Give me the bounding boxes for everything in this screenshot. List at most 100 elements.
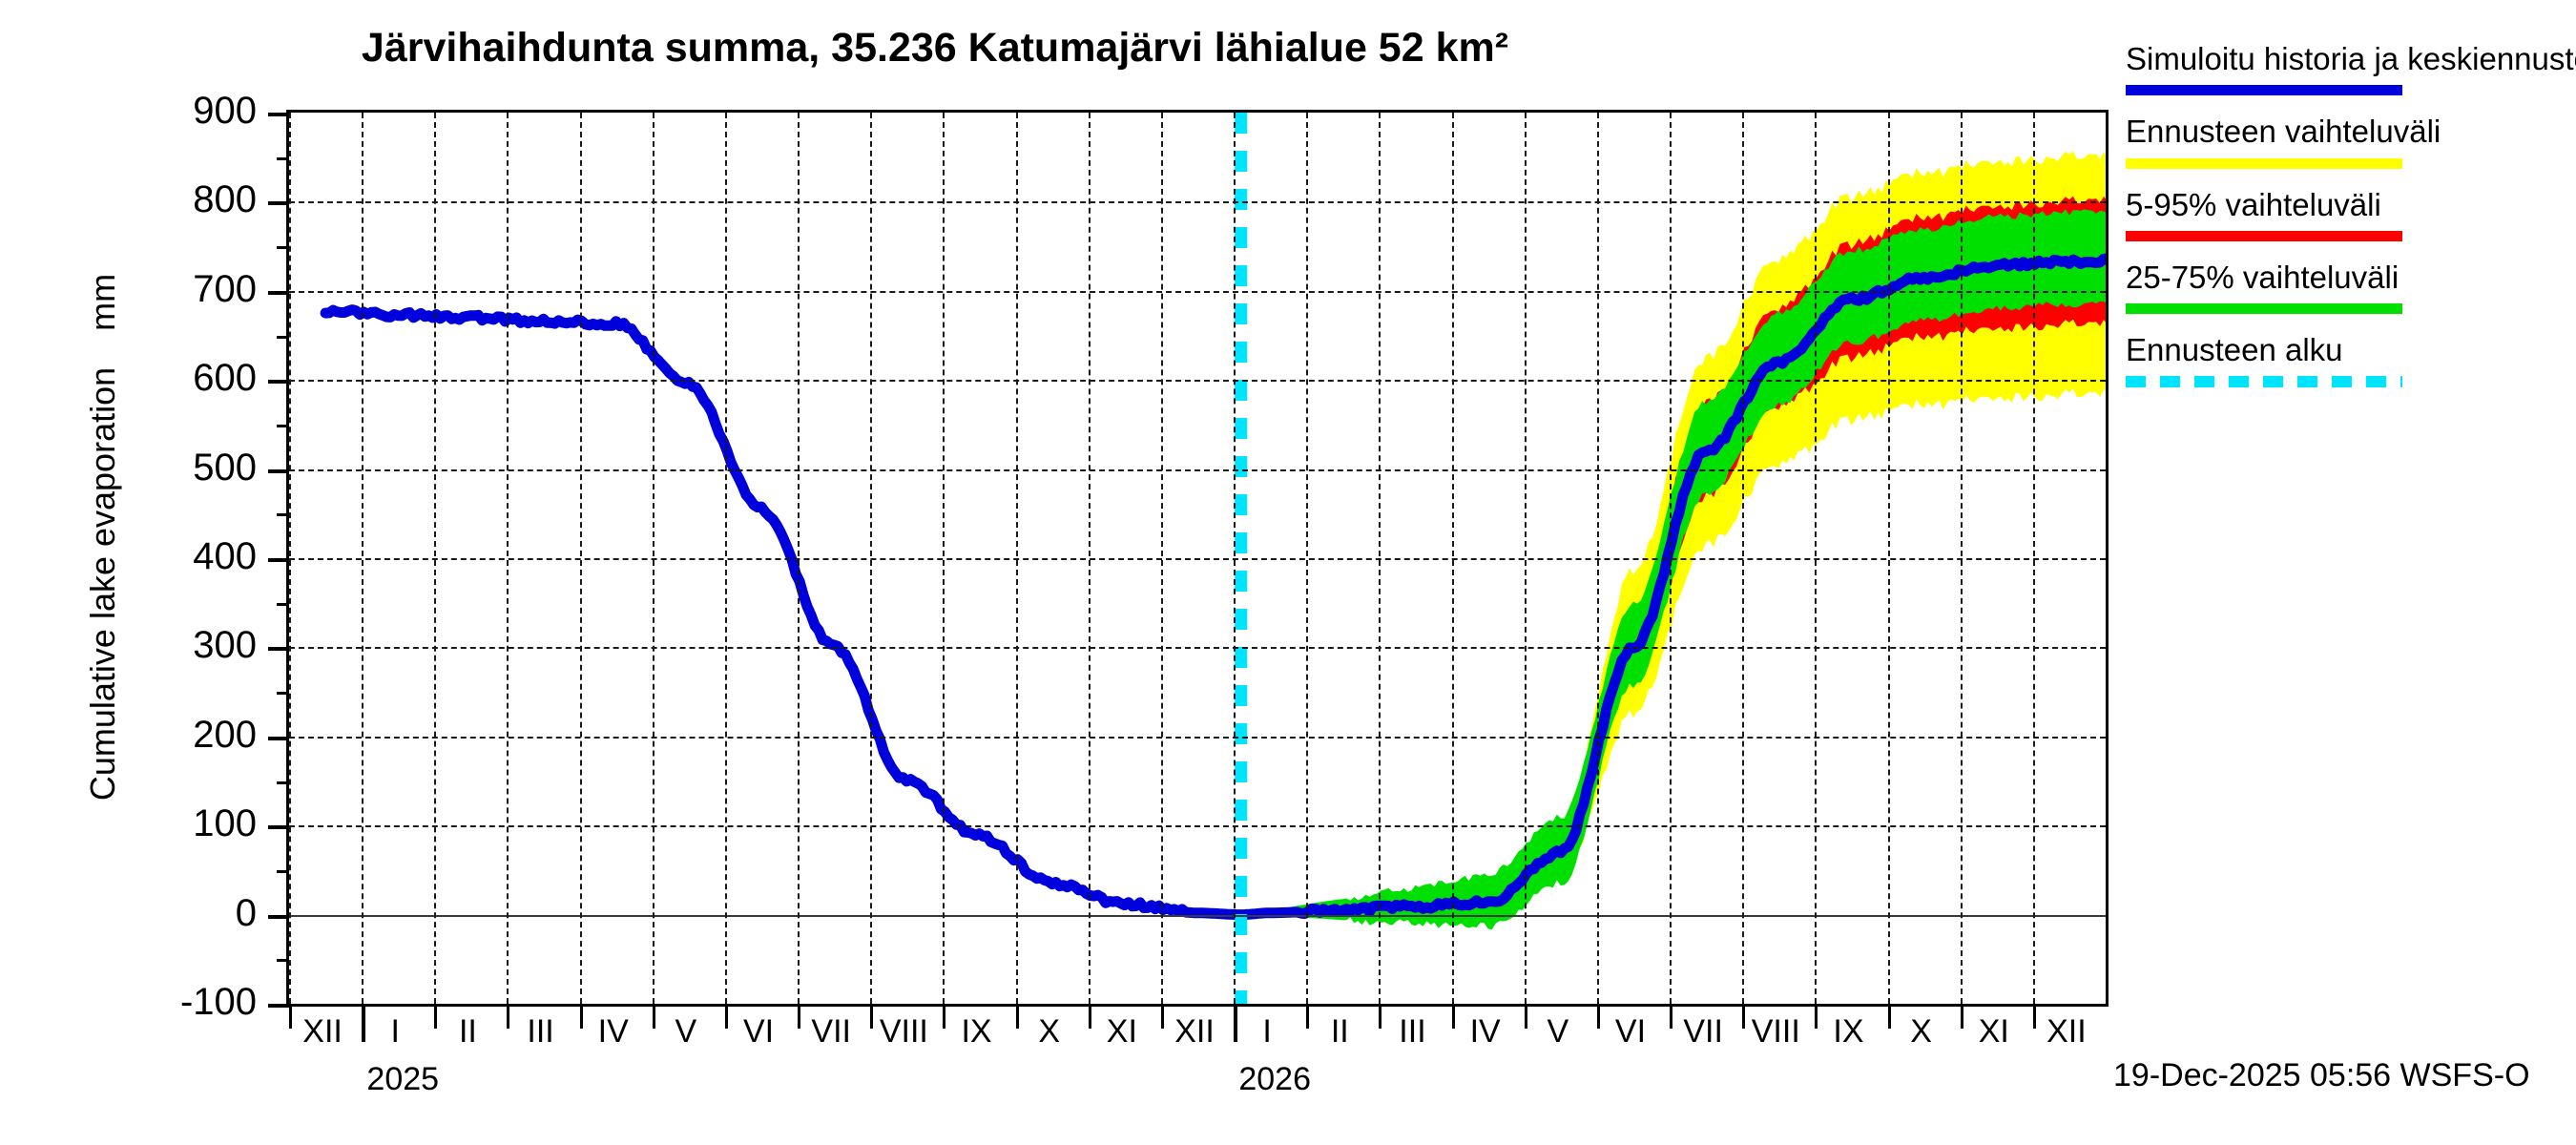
x-axis-year-label: 2025 [366, 1061, 440, 1097]
y-tick-label: -100 [179, 981, 257, 1023]
y-tick-mark [268, 558, 289, 562]
band-inner-green [1240, 209, 2106, 930]
x-tick-mark [362, 1004, 366, 1042]
gridline-vertical [798, 113, 800, 1004]
x-tick-mark [1960, 1004, 1963, 1029]
legend-label-5: Ennusteen alku [2126, 332, 2343, 368]
x-tick-mark [652, 1004, 655, 1029]
plot-inner [289, 113, 2106, 1004]
x-tick-label: VI [742, 1013, 775, 1050]
gridline-vertical [1451, 113, 1454, 1004]
y-tick-mark-minor [277, 692, 289, 696]
gridline-vertical [1160, 113, 1163, 1004]
x-tick-mark [1234, 1004, 1238, 1042]
x-tick-mark [1015, 1004, 1019, 1029]
x-tick-label: II [458, 1013, 477, 1050]
y-tick-label: 400 [193, 535, 257, 577]
y-tick-label: 700 [193, 267, 257, 310]
y-tick-mark [268, 380, 289, 385]
gridline-vertical [579, 113, 582, 1004]
x-tick-mark [1742, 1004, 1746, 1029]
gridline-vertical [507, 113, 509, 1004]
legend: Simuloitu historia ja keskiennuste Ennust… [2126, 41, 2576, 406]
plot-area: 900 800 700 600 500 400 300 200 100 0 -100 [180, 92, 2109, 1042]
gridline-horizontal [289, 290, 2106, 293]
x-tick-label: VII [1683, 1013, 1723, 1050]
y-tick-label: 800 [193, 178, 257, 221]
legend-swatch-1 [2126, 85, 2402, 96]
timestamp-footer: 19-Dec-2025 05:56 WSFS-O [2113, 1057, 2530, 1093]
x-tick-mark [1524, 1004, 1527, 1029]
x-axis-year-label: 2026 [1238, 1061, 1311, 1097]
x-tick-mark [289, 1004, 292, 1029]
gridline-vertical [1234, 113, 1236, 1004]
x-tick-mark [2032, 1004, 2036, 1029]
x-tick-label: I [390, 1013, 400, 1050]
x-tick-mark [579, 1004, 583, 1029]
gridline-horizontal [289, 825, 2106, 828]
gridline-vertical [1524, 113, 1527, 1004]
y-tick-mark-minor [277, 959, 289, 963]
y-tick-mark [268, 113, 289, 116]
y-tick-mark-minor [277, 869, 289, 873]
x-tick-label: VII [811, 1013, 851, 1050]
y-tick-mark-minor [277, 335, 289, 339]
y-tick-label: 500 [193, 446, 257, 489]
y-tick-mark-minor [277, 156, 289, 160]
x-tick-label: V [675, 1013, 697, 1050]
gridline-vertical [434, 113, 437, 1004]
x-tick-mark [1887, 1004, 1891, 1029]
page-title: Järvihaihdunta summa, 35.236 Katumajärvi… [361, 25, 1509, 71]
x-tick-mark [1670, 1004, 1673, 1029]
y-tick-label: 100 [193, 802, 257, 845]
x-tick-mark [1160, 1004, 1164, 1029]
legend-label-2: Ennusteen vaihteluväli [2126, 114, 2441, 150]
x-tick-label: IX [961, 1013, 992, 1050]
x-tick-label: IV [597, 1013, 629, 1050]
y-tick-mark-minor [277, 246, 289, 250]
x-tick-label: IX [1833, 1013, 1864, 1050]
legend-swatch-2 [2126, 157, 2402, 169]
gridline-vertical [870, 113, 873, 1004]
gridline-horizontal [289, 558, 2106, 560]
gridline-vertical [1088, 113, 1091, 1004]
y-tick-mark-minor [277, 513, 289, 517]
y-tick-mark-minor [277, 781, 289, 784]
gridline-vertical [289, 113, 291, 1004]
y-tick-label: 600 [193, 357, 257, 400]
x-tick-label: III [527, 1013, 554, 1050]
gridline-vertical [1742, 113, 1745, 1004]
gridline-vertical [652, 113, 654, 1004]
y-tick-mark [268, 201, 289, 206]
x-tick-label: XII [2046, 1013, 2087, 1050]
y-tick-mark [268, 914, 289, 919]
x-tick-mark [1451, 1004, 1455, 1029]
x-tick-label: X [1038, 1013, 1061, 1050]
x-tick-label: XII [302, 1013, 343, 1050]
x-tick-label: XII [1174, 1013, 1215, 1050]
y-tick-mark-minor [277, 602, 289, 606]
gridline-horizontal [289, 201, 2106, 204]
y-tick-mark [268, 290, 289, 295]
x-tick-label: X [1910, 1013, 1932, 1050]
x-tick-mark [870, 1004, 874, 1029]
x-tick-label: VIII [879, 1013, 928, 1050]
gridline-vertical [1379, 113, 1381, 1004]
y-tick-mark [268, 736, 289, 740]
y-tick-mark [268, 825, 289, 830]
x-tick-mark [798, 1004, 801, 1029]
x-tick-mark [1306, 1004, 1310, 1029]
y-tick-mark-minor [277, 424, 289, 427]
legend-swatch-4 [2126, 303, 2402, 315]
y-tick-mark [268, 1004, 289, 1008]
gridline-vertical [1815, 113, 1818, 1004]
gridline-vertical [1015, 113, 1018, 1004]
gridline-vertical [1596, 113, 1599, 1004]
gridline-vertical [943, 113, 945, 1004]
x-tick-mark [434, 1004, 438, 1029]
x-tick-mark [943, 1004, 946, 1029]
x-tick-mark [507, 1004, 510, 1029]
y-tick-label: 900 [193, 90, 257, 132]
legend-swatch-3 [2126, 230, 2402, 241]
legend-label-1: Simuloitu historia ja keskiennuste [2126, 41, 2576, 76]
